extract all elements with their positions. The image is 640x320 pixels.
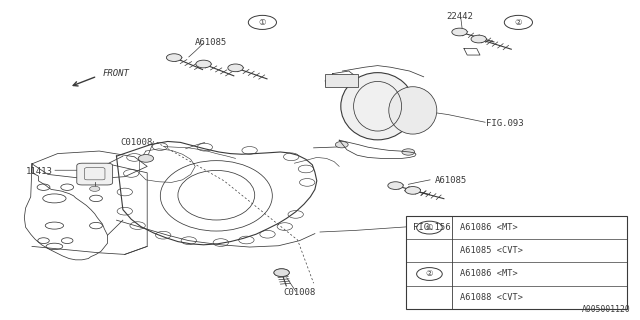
Text: C01008: C01008 <box>120 138 152 147</box>
Circle shape <box>417 268 442 280</box>
Circle shape <box>402 149 415 155</box>
Text: A61085: A61085 <box>195 38 227 47</box>
Text: A61086 <MT>: A61086 <MT> <box>460 223 518 232</box>
Bar <box>406 216 627 309</box>
Circle shape <box>335 141 348 148</box>
Text: A61088 <CVT>: A61088 <CVT> <box>460 293 523 302</box>
Text: ②: ② <box>515 18 522 27</box>
Circle shape <box>471 35 486 43</box>
Circle shape <box>274 269 289 276</box>
Text: ①: ① <box>259 18 266 27</box>
Text: FIG.093: FIG.093 <box>486 119 524 128</box>
Circle shape <box>417 221 442 234</box>
Circle shape <box>138 155 154 162</box>
Text: FIG.156: FIG.156 <box>413 223 451 232</box>
Circle shape <box>90 186 100 191</box>
Ellipse shape <box>389 87 437 134</box>
Ellipse shape <box>340 73 415 140</box>
Circle shape <box>196 60 211 68</box>
Text: A61086 <MT>: A61086 <MT> <box>460 269 518 278</box>
Text: ②: ② <box>426 269 433 278</box>
Circle shape <box>405 187 420 194</box>
Text: ①: ① <box>426 223 433 232</box>
Circle shape <box>274 269 289 276</box>
Text: FRONT: FRONT <box>102 69 129 78</box>
Text: 11413: 11413 <box>26 167 52 176</box>
Text: A61085 <CVT>: A61085 <CVT> <box>460 246 523 255</box>
Text: 22442: 22442 <box>446 12 473 21</box>
Circle shape <box>166 54 182 61</box>
Circle shape <box>504 15 532 29</box>
Circle shape <box>388 182 403 189</box>
Circle shape <box>248 15 276 29</box>
Text: A005001120: A005001120 <box>582 305 630 314</box>
Text: A61085: A61085 <box>435 176 467 185</box>
FancyBboxPatch shape <box>77 163 113 185</box>
FancyBboxPatch shape <box>325 74 358 87</box>
Text: C01008: C01008 <box>284 288 316 297</box>
Circle shape <box>452 28 467 36</box>
Circle shape <box>228 64 243 72</box>
